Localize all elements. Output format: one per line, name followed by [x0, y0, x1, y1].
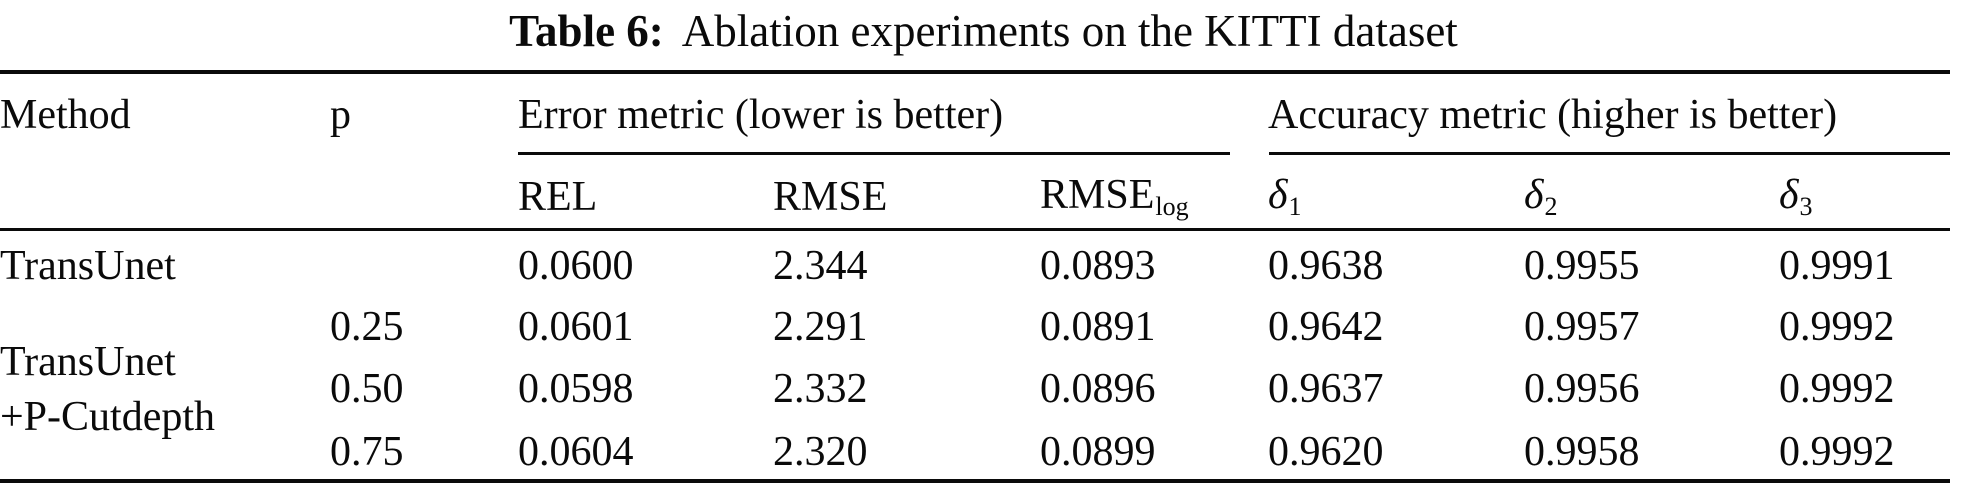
cell-rel: 0.0601 — [518, 304, 634, 350]
header-cell-delta2: δ2 — [1524, 155, 1780, 231]
cell-rmse-log: 0.0896 — [1040, 366, 1156, 412]
cell-delta1: 0.9638 — [1268, 242, 1384, 289]
delta1-subscript: 1 — [1288, 192, 1302, 222]
header-spacer-p — [330, 155, 518, 231]
cell-rel: 0.0600 — [518, 242, 634, 289]
header-group-error-label: Error metric (lower is better) — [518, 91, 1004, 138]
cell-delta2: 0.9957 — [1524, 304, 1640, 350]
rmse-log-subscript: log — [1155, 192, 1189, 222]
table-row-transunet: TransUnet 0.0600 2.344 0.0893 0.9638 0.9… — [0, 229, 1950, 291]
header-group-accuracy-label: Accuracy metric (higher is better) — [1268, 91, 1838, 138]
header-group-row: Method p Error metric (lower is better) … — [0, 72, 1951, 155]
header-cell-rel: REL — [518, 155, 773, 231]
cell-rmse: 2.332 — [773, 366, 868, 412]
method-line-2: +P-Cutdepth — [0, 394, 216, 440]
cell-delta3: 0.9992 — [1779, 366, 1895, 412]
table-caption-text: Ablation experiments on the KITTI datase… — [681, 5, 1458, 56]
cell-method: TransUnet — [0, 242, 176, 289]
cell-p: 0.50 — [330, 366, 404, 412]
header-subcolumn-row: REL RMSE RMSElog δ1 δ2 δ3 — [0, 155, 1951, 231]
table-caption-label: Table 6: — [509, 5, 664, 56]
rmse-log-base: RMSE — [1040, 172, 1155, 219]
header-group-accuracy-metric: Accuracy metric (higher is better) — [1268, 72, 1951, 155]
cell-rmse-log: 0.0893 — [1040, 242, 1156, 289]
header-cell-method: Method — [0, 91, 131, 138]
ablation-table: Method p Error metric (lower is better) … — [0, 70, 1951, 483]
delta-symbol: δ — [1268, 172, 1288, 219]
table-row-pcutdepth-075: 0.75 0.0604 2.320 0.0899 0.9620 0.9958 0… — [0, 415, 1951, 483]
delta-symbol: δ — [1524, 172, 1544, 219]
table-row-pcutdepth-050: 0.50 0.0598 2.332 0.0896 0.9637 0.9956 0… — [0, 353, 1950, 415]
method-line-1: TransUnet — [0, 339, 176, 385]
cell-rmse: 2.291 — [773, 304, 868, 350]
delta3-subscript: 3 — [1799, 192, 1813, 222]
header-group-error-metric: Error metric (lower is better) — [518, 72, 1268, 155]
delta2-subscript: 2 — [1544, 192, 1558, 222]
cell-rmse-log: 0.0891 — [1040, 304, 1156, 350]
cell-p — [330, 229, 518, 291]
cell-method-multirow: TransUnet +P-Cutdepth — [0, 291, 330, 483]
cell-rmse: 2.344 — [773, 242, 868, 289]
cell-delta1: 0.9637 — [1268, 366, 1384, 412]
header-spacer-method — [0, 155, 330, 231]
header-cell-delta3: δ3 — [1779, 155, 1951, 231]
cell-rmse: 2.320 — [773, 415, 1040, 483]
cell-delta2: 0.9955 — [1524, 242, 1640, 289]
cell-p: 0.75 — [330, 415, 518, 483]
cell-rel: 0.0598 — [518, 366, 634, 412]
header-cell-rmse-log: RMSElog — [1040, 155, 1269, 231]
cell-delta1: 0.9642 — [1268, 304, 1384, 350]
header-cell-p: p — [330, 91, 351, 138]
cell-delta2: 0.9956 — [1524, 366, 1640, 412]
cell-delta3: 0.9992 — [1779, 304, 1895, 350]
cell-delta3: 0.9992 — [1779, 415, 1951, 483]
cell-p: 0.25 — [330, 304, 404, 350]
cell-rel: 0.0604 — [518, 415, 773, 483]
cell-delta2: 0.9958 — [1524, 415, 1780, 483]
cell-delta1: 0.9620 — [1268, 415, 1525, 483]
table-row-pcutdepth-025: TransUnet +P-Cutdepth 0.25 0.0601 2.291 … — [0, 291, 1950, 483]
table-caption: Table 6: Ablation experiments on the KIT… — [0, 0, 1967, 70]
header-cell-delta1: δ1 — [1268, 155, 1525, 231]
cell-rmse-log: 0.0899 — [1040, 415, 1269, 483]
delta-symbol: δ — [1779, 172, 1799, 219]
header-cell-rmse: RMSE — [773, 155, 1040, 231]
cell-delta3: 0.9991 — [1779, 242, 1895, 289]
